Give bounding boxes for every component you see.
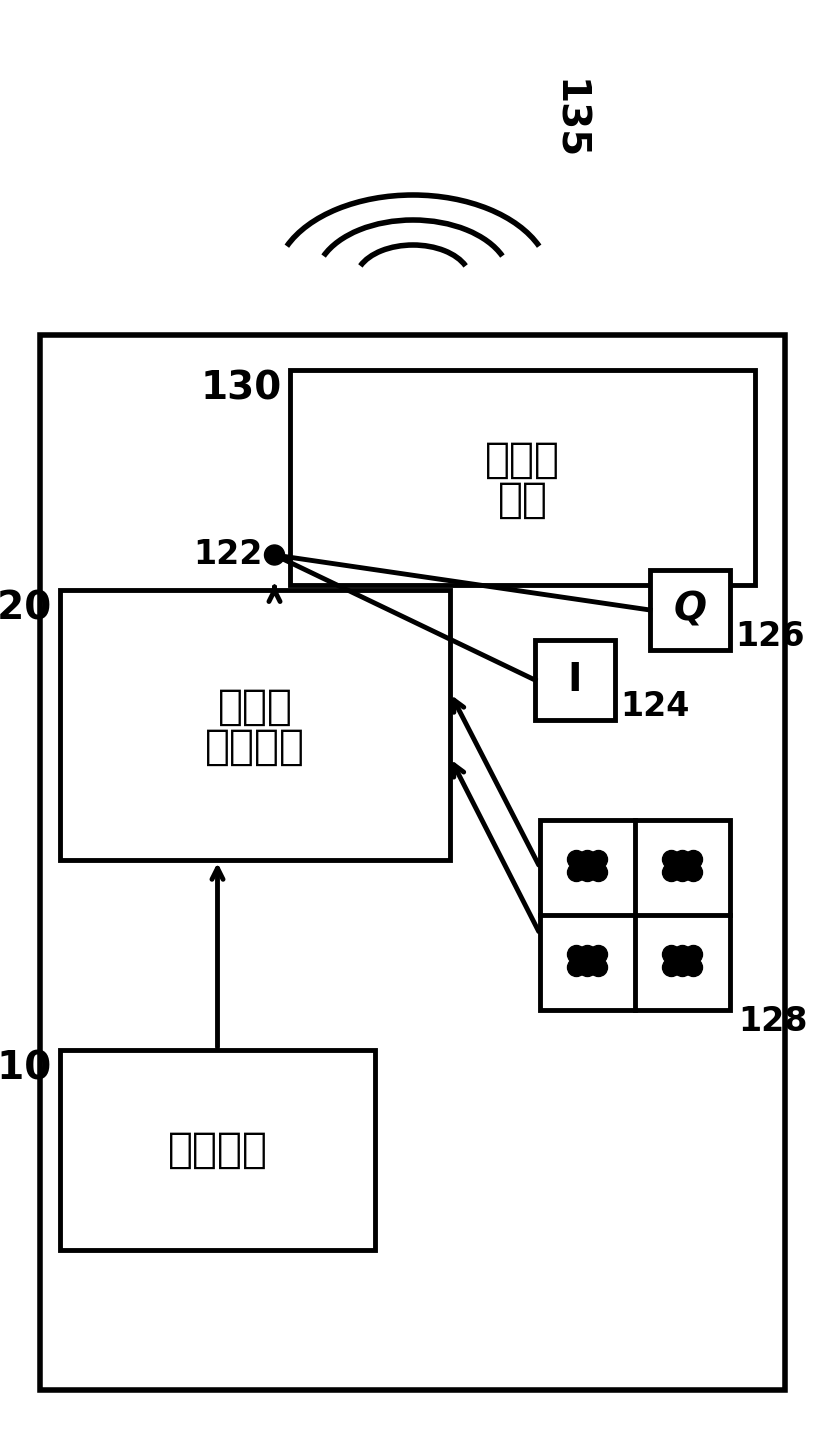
Bar (40, 334, 785, 1391)
Circle shape (567, 946, 586, 963)
Circle shape (590, 864, 608, 881)
Circle shape (579, 851, 596, 868)
Circle shape (685, 851, 702, 868)
Circle shape (685, 959, 702, 976)
Circle shape (265, 545, 284, 565)
Text: 122: 122 (194, 538, 262, 571)
Text: 128: 128 (738, 1004, 807, 1038)
Text: 135: 135 (549, 79, 587, 161)
Text: I: I (568, 662, 582, 699)
Circle shape (662, 959, 681, 976)
Text: 126: 126 (735, 620, 805, 653)
Bar (60, 1050, 375, 1250)
Circle shape (662, 851, 681, 868)
Bar (535, 640, 615, 720)
Bar (290, 370, 755, 585)
Text: 映射模块: 映射模块 (205, 726, 305, 768)
Bar (60, 590, 450, 860)
Text: 发射器: 发射器 (218, 686, 293, 728)
Bar (540, 819, 730, 1010)
Circle shape (673, 864, 691, 881)
Text: 发射器: 发射器 (485, 439, 560, 481)
Circle shape (579, 864, 596, 881)
Text: Q: Q (673, 591, 706, 629)
Circle shape (673, 946, 691, 963)
Circle shape (685, 946, 702, 963)
Circle shape (567, 851, 586, 868)
Text: 110: 110 (0, 1050, 52, 1088)
Circle shape (673, 959, 691, 976)
Circle shape (662, 946, 681, 963)
Bar (650, 570, 730, 650)
Circle shape (590, 851, 608, 868)
Circle shape (579, 959, 596, 976)
Text: 模块: 模块 (498, 478, 547, 521)
Text: 130: 130 (201, 370, 282, 408)
Circle shape (567, 864, 586, 881)
Text: 120: 120 (0, 590, 52, 629)
Circle shape (662, 864, 681, 881)
Text: 输入接口: 输入接口 (168, 1129, 267, 1171)
Circle shape (685, 864, 702, 881)
Circle shape (590, 959, 608, 976)
Circle shape (590, 946, 608, 963)
Circle shape (673, 851, 691, 868)
Circle shape (579, 946, 596, 963)
Text: 124: 124 (620, 690, 690, 723)
Circle shape (567, 959, 586, 976)
